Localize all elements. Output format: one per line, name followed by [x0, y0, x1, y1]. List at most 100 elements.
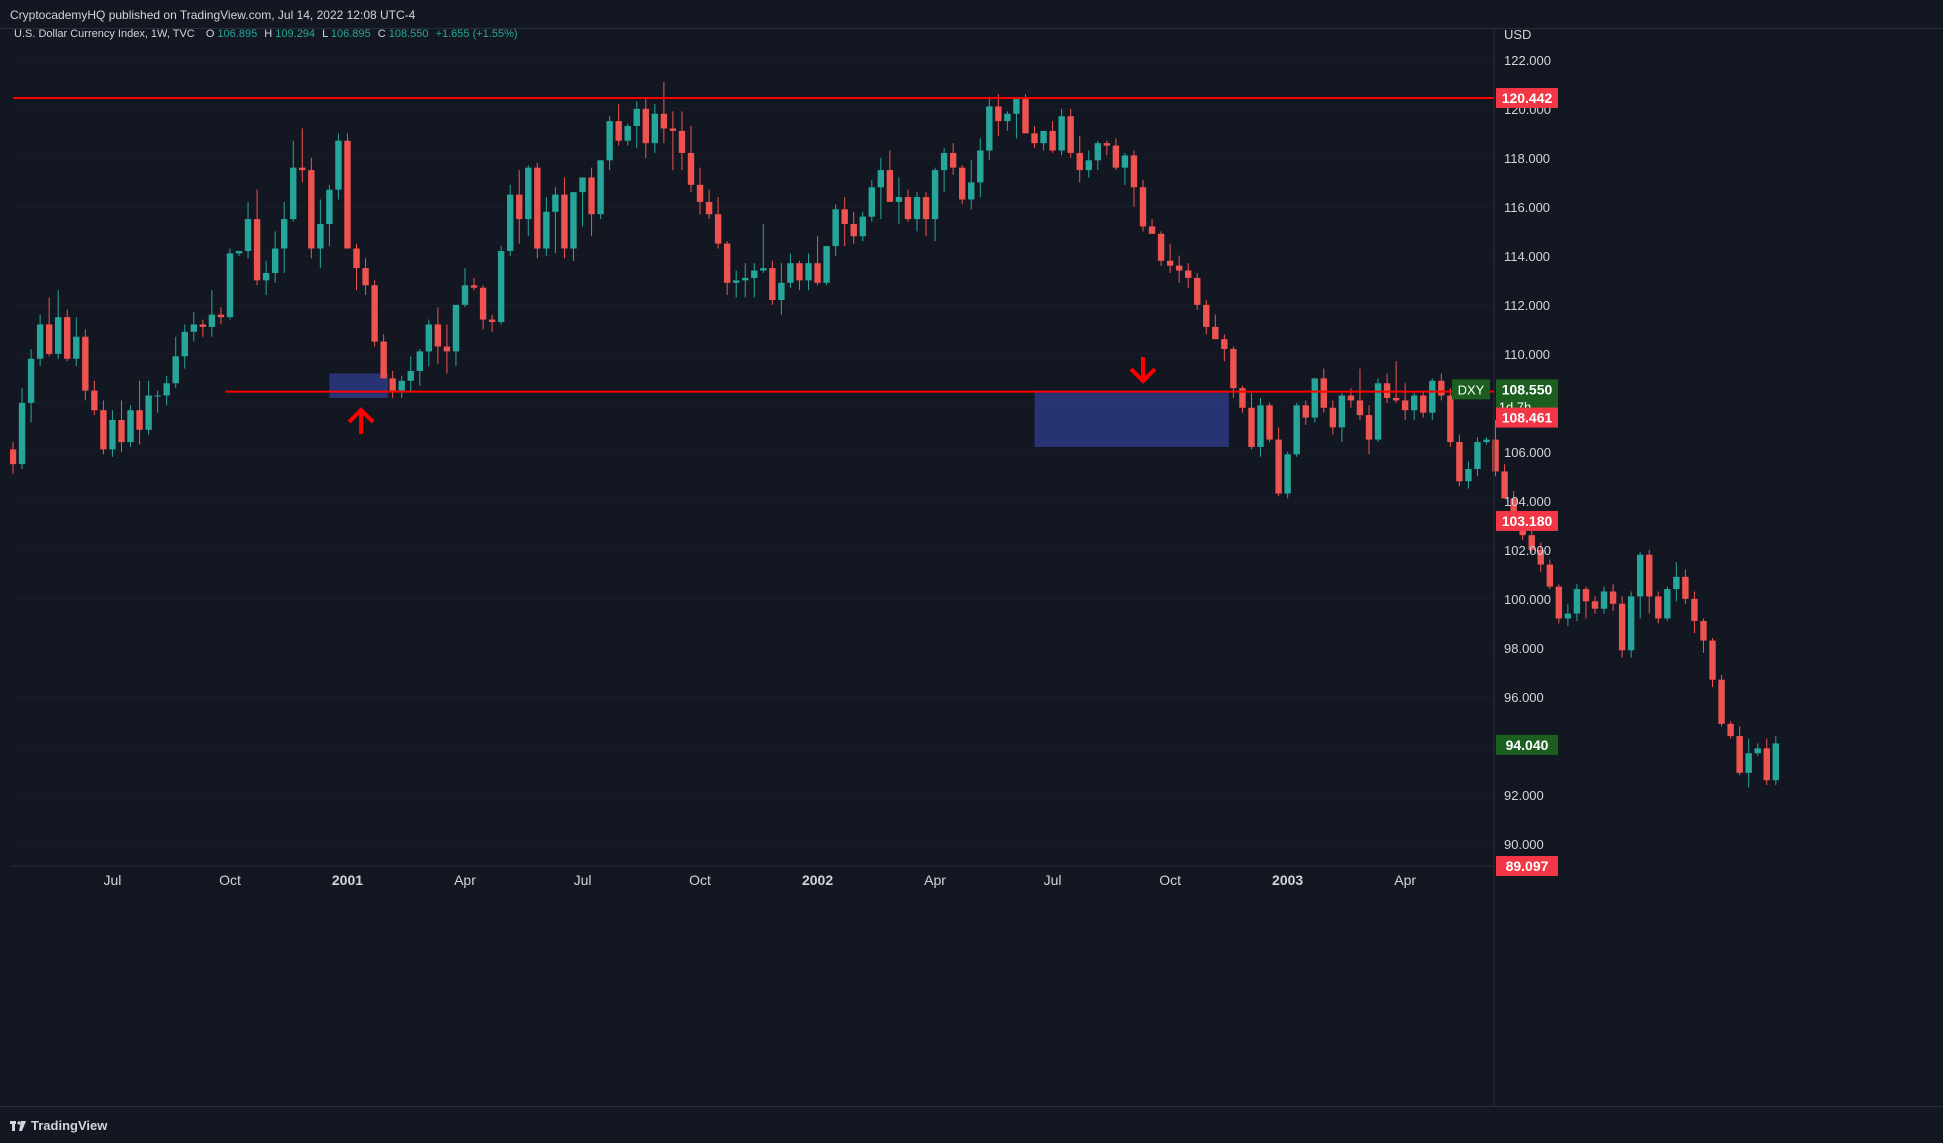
zone-box — [329, 373, 389, 398]
candle-body — [362, 268, 369, 286]
candle-body — [407, 371, 414, 381]
candle-body — [181, 331, 188, 357]
candle-body — [1528, 535, 1535, 550]
candle-body — [1627, 596, 1635, 651]
candle-body — [1112, 145, 1120, 168]
candle-body — [660, 113, 668, 129]
x-tick-label: Oct — [689, 872, 711, 888]
candle-body — [326, 189, 333, 225]
y-tick-label: 114.000 — [1504, 249, 1550, 264]
horizontal-levels[interactable] — [13, 97, 1494, 393]
arrow-up-icon — [347, 407, 375, 435]
candle-body — [940, 152, 948, 171]
candle-body — [1049, 130, 1056, 151]
candle-body — [172, 356, 179, 384]
candle-body — [271, 248, 279, 274]
candle-body — [416, 351, 423, 372]
x-tick-label: Jul — [103, 872, 121, 888]
candle-body — [1609, 591, 1617, 604]
x-tick-label: 2001 — [332, 872, 363, 888]
y-tick-label: 92.000 — [1504, 788, 1544, 803]
candle-body — [1718, 679, 1725, 724]
candle-body — [1438, 380, 1445, 396]
candle-body — [1085, 160, 1092, 171]
candle-body — [814, 263, 821, 283]
candle-body — [1474, 442, 1481, 470]
candle-body — [995, 106, 1002, 122]
candle-body — [579, 177, 586, 193]
symbol-tag — [1452, 379, 1490, 400]
candle-body — [959, 167, 966, 200]
candle-body — [651, 113, 659, 144]
candle-body — [1338, 395, 1346, 428]
price-tag: 120.442 — [1496, 88, 1558, 109]
price-axis[interactable]: USD 122.000120.000118.000116.000114.0001… — [1493, 28, 1551, 1106]
candle-body — [1239, 388, 1246, 408]
candle-body — [1076, 152, 1083, 171]
candle-body — [859, 216, 866, 237]
candle-body — [452, 304, 460, 352]
candle-body — [977, 150, 984, 183]
candle-body — [1031, 133, 1038, 144]
candle-body — [1230, 348, 1237, 389]
candle-body — [1582, 589, 1590, 602]
candle-body — [217, 314, 225, 318]
candle-body — [145, 395, 152, 430]
y-tick-label: 90.000 — [1504, 837, 1544, 852]
candle-body — [1637, 554, 1644, 597]
candle-body — [1447, 395, 1454, 443]
candle-body — [1510, 498, 1517, 523]
candle-body — [1501, 471, 1508, 499]
price-tag: 103.180 — [1496, 510, 1558, 531]
y-tick-label: 112.000 — [1504, 298, 1550, 313]
candle-body — [1600, 591, 1608, 609]
candle-body — [778, 282, 785, 300]
price-tag-label: 108.550 — [1502, 381, 1553, 397]
candle-body — [1094, 143, 1101, 161]
candle-body — [91, 390, 98, 411]
candle-body — [1673, 576, 1680, 590]
candle-body — [1429, 380, 1436, 413]
candle-body — [516, 194, 523, 220]
candle-body — [208, 314, 216, 327]
zone-box — [1034, 390, 1229, 447]
candle-body — [570, 192, 577, 249]
candle-body — [253, 219, 261, 281]
candle-body — [425, 324, 433, 352]
open-label: O — [206, 28, 215, 40]
candle-body — [1157, 233, 1165, 261]
candle-body — [398, 380, 405, 391]
x-tick-label: Apr — [924, 872, 946, 888]
tradingview-logo[interactable]: TradingView — [10, 1118, 107, 1133]
candle-body — [1392, 397, 1400, 401]
candle-body — [190, 324, 197, 332]
candle-body — [705, 201, 713, 215]
candle-body — [1302, 405, 1309, 418]
chart-frame[interactable]: USD 122.000 120.000 118.000 116.000 114.000 1… — [10, 28, 1943, 1106]
candle-body — [244, 219, 252, 251]
price-tag-label: 120.442 — [1502, 90, 1553, 106]
change-value: +1.655 (+1.55%) — [436, 28, 518, 40]
candle-body — [723, 243, 731, 283]
candle-body — [886, 170, 894, 202]
candle-body — [353, 248, 360, 269]
candle-body — [281, 219, 288, 249]
x-tick-label: Jul — [1044, 872, 1062, 888]
price-tag-label: 108.461 — [1502, 410, 1553, 426]
x-tick-label: Apr — [1394, 872, 1416, 888]
candle-body — [1004, 113, 1011, 122]
y-tick-label: 104.000 — [1504, 494, 1551, 509]
candle-body — [832, 209, 839, 247]
symbol-title: U.S. Dollar Currency Index, 1W, TVC — [14, 28, 195, 40]
high-value: 109.294 — [275, 28, 315, 40]
candle-body — [27, 358, 35, 403]
price-chart[interactable]: USD 122.000120.000118.000116.000114.0001… — [10, 28, 1943, 1106]
candle-body — [82, 336, 89, 391]
price-tag-box — [1496, 856, 1558, 876]
time-axis[interactable]: Jul Oct 2001 Apr Jul Oct 2002 Apr Jul Oct 2003 Apr — [10, 865, 1494, 888]
candle-body — [1067, 116, 1074, 153]
candle-body — [136, 410, 143, 430]
candle-body — [226, 253, 234, 318]
candle-body — [1248, 407, 1255, 447]
candle-body — [751, 270, 758, 278]
